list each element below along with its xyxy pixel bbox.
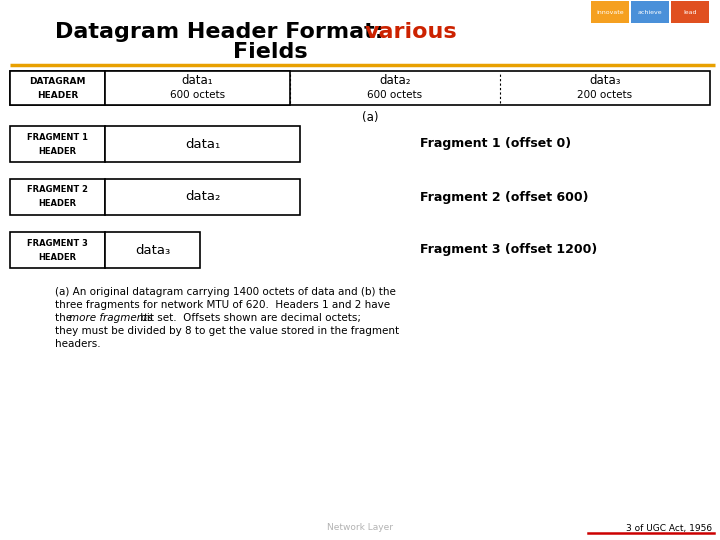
Text: (a): (a) bbox=[361, 111, 378, 125]
Bar bbox=[10, 126, 105, 162]
Text: HEADER: HEADER bbox=[38, 253, 76, 261]
Text: HEADER: HEADER bbox=[38, 199, 76, 208]
Text: Network Layer: Network Layer bbox=[327, 523, 393, 532]
Text: Fragment 2 (offset 600): Fragment 2 (offset 600) bbox=[420, 191, 588, 204]
Bar bbox=[591, 1, 629, 23]
Text: Fields: Fields bbox=[233, 42, 307, 62]
Text: the: the bbox=[55, 313, 76, 323]
Text: data₃: data₃ bbox=[135, 244, 170, 256]
Text: 200 octets: 200 octets bbox=[577, 90, 633, 100]
Text: 3 of UGC Act, 1956: 3 of UGC Act, 1956 bbox=[626, 523, 712, 532]
Text: data₃: data₃ bbox=[589, 75, 621, 87]
Text: various: various bbox=[365, 22, 458, 42]
Text: 600 octets: 600 octets bbox=[367, 90, 423, 100]
Text: data₂: data₂ bbox=[379, 75, 410, 87]
Text: lead: lead bbox=[683, 10, 697, 15]
Text: headers.: headers. bbox=[55, 339, 101, 349]
Text: (a) An original datagram carrying 1400 octets of data and (b) the: (a) An original datagram carrying 1400 o… bbox=[55, 287, 396, 297]
Text: FRAGMENT 2: FRAGMENT 2 bbox=[27, 186, 88, 194]
Text: more fragments: more fragments bbox=[69, 313, 153, 323]
Text: Fragment 1 (offset 0): Fragment 1 (offset 0) bbox=[420, 138, 571, 151]
Text: bit set.  Offsets shown are decimal octets;: bit set. Offsets shown are decimal octet… bbox=[137, 313, 361, 323]
Text: data₁: data₁ bbox=[185, 138, 220, 151]
Text: FRAGMENT 3: FRAGMENT 3 bbox=[27, 239, 88, 247]
Text: innovate: innovate bbox=[596, 10, 624, 15]
Bar bbox=[10, 71, 710, 105]
Bar bbox=[10, 179, 105, 215]
Text: achieve: achieve bbox=[638, 10, 662, 15]
Bar bbox=[10, 232, 105, 268]
Bar bbox=[10, 71, 105, 105]
Text: data₁: data₁ bbox=[181, 75, 213, 87]
Text: Fragment 3 (offset 1200): Fragment 3 (offset 1200) bbox=[420, 244, 598, 256]
Text: FRAGMENT 1: FRAGMENT 1 bbox=[27, 132, 88, 141]
Text: they must be divided by 8 to get the value stored in the fragment: they must be divided by 8 to get the val… bbox=[55, 326, 399, 336]
Bar bbox=[105, 232, 200, 268]
Bar bbox=[105, 126, 300, 162]
Bar bbox=[105, 71, 290, 105]
Bar bbox=[105, 179, 300, 215]
Text: Datagram Header Format:: Datagram Header Format: bbox=[55, 22, 392, 42]
Text: DATAGRAM: DATAGRAM bbox=[30, 77, 86, 85]
Bar bbox=[671, 1, 709, 23]
Bar bbox=[631, 1, 669, 23]
Text: HEADER: HEADER bbox=[37, 91, 78, 99]
Text: 600 octets: 600 octets bbox=[170, 90, 225, 100]
Text: HEADER: HEADER bbox=[38, 146, 76, 156]
Text: data₂: data₂ bbox=[185, 191, 220, 204]
Text: three fragments for network MTU of 620.  Headers 1 and 2 have: three fragments for network MTU of 620. … bbox=[55, 300, 390, 310]
